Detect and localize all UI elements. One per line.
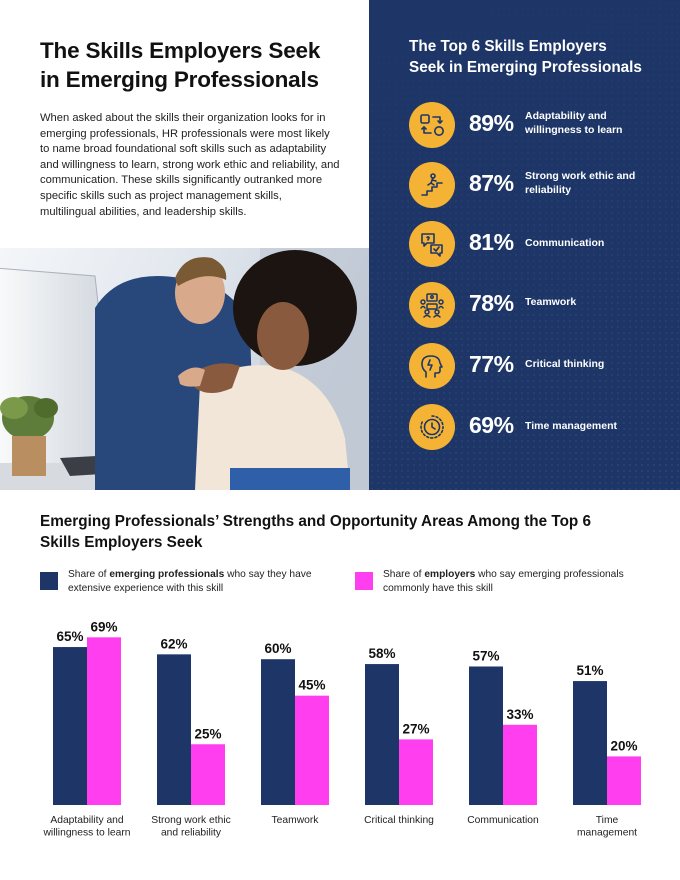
bar-employers: [87, 637, 121, 805]
skill-label: Communication: [525, 237, 605, 249]
legend-bold: emerging professionals: [109, 569, 225, 580]
skill-item-adaptability: 89% Adaptability and willingness to lear…: [409, 102, 669, 150]
bar-emerging-professionals: [469, 666, 503, 805]
office-photo: [0, 248, 369, 490]
category-label: Critical thinking: [364, 815, 434, 826]
bar-value-label: 58%: [368, 646, 395, 661]
bar-emerging-professionals: [261, 659, 295, 805]
stairs-climber-icon: [409, 162, 455, 208]
skill-percent: 78%: [469, 290, 514, 316]
legend-prefix: Share of: [68, 569, 110, 580]
skill-percent: 81%: [469, 229, 514, 255]
clock-icon: [409, 404, 455, 450]
legend-prefix: Share of: [383, 569, 425, 580]
skill-label: Adaptability and willingness to learn: [525, 110, 623, 136]
chat-bubbles-icon: [409, 221, 455, 267]
skill-item-time-management: 69% Time management: [409, 404, 669, 452]
category-label: Strong work ethic: [151, 815, 231, 826]
category-label: Adaptability and: [50, 815, 124, 826]
category-label: Time: [596, 815, 619, 826]
bar-employers: [607, 756, 641, 805]
bar-value-label: 57%: [472, 648, 499, 663]
top-skills-panel: The Top 6 Skills Employers Seek in Emerg…: [369, 0, 680, 490]
legend-bold: employers: [424, 569, 476, 580]
head-lightbulb-icon: [409, 343, 455, 389]
skill-percent: 77%: [469, 351, 514, 377]
bar-value-label: 27%: [402, 721, 429, 736]
bar-chart: 65% 69% Adaptability and willingness to lea…: [43, 619, 641, 839]
skill-item-work-ethic: 87% Strong work ethic and reliability: [409, 162, 669, 210]
bar-value-label: 62%: [160, 636, 187, 651]
bar-value-label: 20%: [610, 738, 637, 753]
skill-label: Strong work ethic and reliability: [525, 170, 636, 196]
bar-emerging-professionals: [53, 647, 87, 805]
bar-value-label: 45%: [298, 678, 325, 693]
bar-employers: [191, 744, 225, 805]
panel-title: The Top 6 Skills Employers Seek in Emerg…: [409, 37, 659, 78]
legend-item-emerging-professionals: Share of emerging professionals who say …: [40, 568, 330, 595]
legend-swatch-navy: [40, 572, 58, 590]
category-label: and reliability: [161, 828, 222, 839]
skill-percent: 89%: [469, 110, 514, 136]
skill-item-critical-thinking: 77% Critical thinking: [409, 343, 669, 391]
skill-label: Teamwork: [525, 296, 577, 308]
bar-emerging-professionals: [157, 654, 191, 805]
bar-employers: [503, 724, 537, 805]
category-label: Communication: [467, 815, 539, 826]
legend-swatch-pink: [355, 572, 373, 590]
legend-item-employers: Share of employers who say emerging prof…: [355, 568, 645, 595]
chart-title: Emerging Professionals’ Strengths and Op…: [40, 513, 592, 551]
bar-value-label: 65%: [56, 629, 83, 644]
intro-section: The Skills Employers Seek in Emerging Pr…: [40, 36, 340, 220]
bar-value-label: 25%: [194, 726, 221, 741]
bar-employers: [295, 695, 329, 805]
category-label: willingness to learn: [43, 828, 131, 839]
bar-employers: [399, 739, 433, 805]
category-label: management: [577, 828, 637, 839]
bar-emerging-professionals: [573, 681, 607, 805]
legend-suffix: who say emerging professionals commonly …: [383, 569, 624, 594]
page-title-line1: The Skills Employers Seek: [40, 38, 321, 63]
intro-paragraph: When asked about the skills their organi…: [40, 112, 340, 218]
legend-text: Share of employers who say emerging prof…: [383, 568, 645, 595]
page-title: The Skills Employers Seek in Emerging Pr…: [40, 36, 340, 94]
page-title-line2: in Emerging Professionals: [40, 67, 319, 92]
bar-value-label: 69%: [90, 619, 117, 634]
office-photo-illustration: [0, 248, 369, 490]
skill-percent: 87%: [469, 170, 514, 196]
skill-item-communication: 81% Communication: [409, 221, 669, 269]
category-label: Teamwork: [272, 815, 320, 826]
skill-item-teamwork: 78% Teamwork: [409, 282, 669, 330]
bar-value-label: 51%: [576, 663, 603, 678]
bar-emerging-professionals: [365, 664, 399, 805]
skill-label: Critical thinking: [525, 358, 605, 370]
legend-suffix: who say they have extensive experience w…: [68, 569, 312, 594]
skill-percent: 69%: [469, 412, 514, 438]
panel-title-line1: The Top 6 Skills Employers: [409, 38, 607, 55]
panel-title-line2: Seek in Emerging Professionals: [409, 58, 642, 76]
skill-label: Time management: [525, 420, 618, 432]
adaptability-icon: [409, 102, 455, 148]
bar-value-label: 33%: [506, 707, 533, 722]
team-meeting-icon: [409, 282, 455, 328]
bar-value-label: 60%: [264, 641, 291, 656]
legend-text: Share of emerging professionals who say …: [68, 568, 330, 595]
